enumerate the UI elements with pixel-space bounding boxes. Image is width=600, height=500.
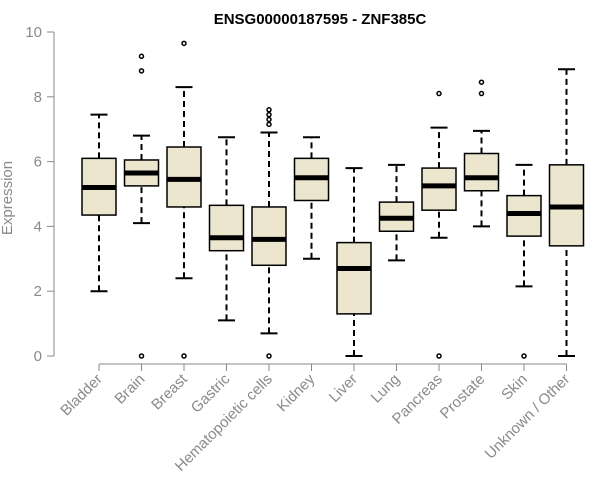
y-tick-label: 10 [25, 24, 42, 41]
y-tick-label: 4 [34, 218, 42, 235]
x-tick-label: Brain [112, 371, 149, 408]
y-tick-label: 8 [34, 89, 42, 106]
outlier-point [266, 121, 272, 128]
x-tick-label: Skin [498, 371, 531, 404]
outlier-point [478, 90, 485, 97]
outlier-point [181, 353, 187, 359]
chart-title: ENSG00000187595 - ZNF385C [214, 11, 427, 28]
outlier-point [266, 111, 272, 118]
box-group-gastric [208, 136, 245, 322]
iqr-box [208, 204, 245, 252]
y-tick-label: 0 [34, 348, 42, 365]
x-tick-label: Liver [326, 371, 361, 406]
box-group-lung [378, 163, 415, 262]
box-group-pancreas [421, 90, 457, 359]
outlier-point [478, 79, 485, 85]
box-group-bladder [81, 113, 117, 293]
iqr-box [251, 206, 287, 267]
outlier-point [138, 53, 145, 60]
outlier-point [266, 116, 272, 123]
box-group-skin [506, 163, 542, 359]
box-group-prostate [463, 79, 500, 228]
x-tick-label: Kidney [274, 370, 319, 415]
boxes [81, 40, 585, 359]
outlier-point [266, 353, 272, 359]
iqr-box [421, 167, 457, 211]
x-tick-label: Bladder [57, 371, 106, 420]
y-tick-label: 2 [34, 283, 42, 300]
box-group-brain [123, 53, 160, 359]
outlier-point [436, 90, 442, 97]
outlier-point [138, 68, 145, 74]
outlier-point [436, 353, 442, 359]
iqr-box [463, 152, 500, 192]
outlier-point [138, 353, 145, 359]
outlier-point [266, 107, 272, 113]
x-tick-label: Prostate [437, 371, 489, 423]
box-group-unknown-other [548, 68, 585, 357]
x-tick-label: Breast [148, 370, 191, 413]
iqr-box [336, 241, 372, 315]
box-group-kidney [293, 136, 330, 260]
box-group-breast [166, 40, 202, 359]
outlier-point [181, 40, 187, 47]
x-tick-label: Lung [368, 371, 404, 407]
outlier-point [521, 353, 527, 359]
y-tick-label: 6 [34, 154, 42, 171]
box-group-liver [336, 167, 372, 357]
y-axis-label: Expression [0, 161, 16, 235]
box-group-hematopoietic-cells [251, 107, 287, 359]
